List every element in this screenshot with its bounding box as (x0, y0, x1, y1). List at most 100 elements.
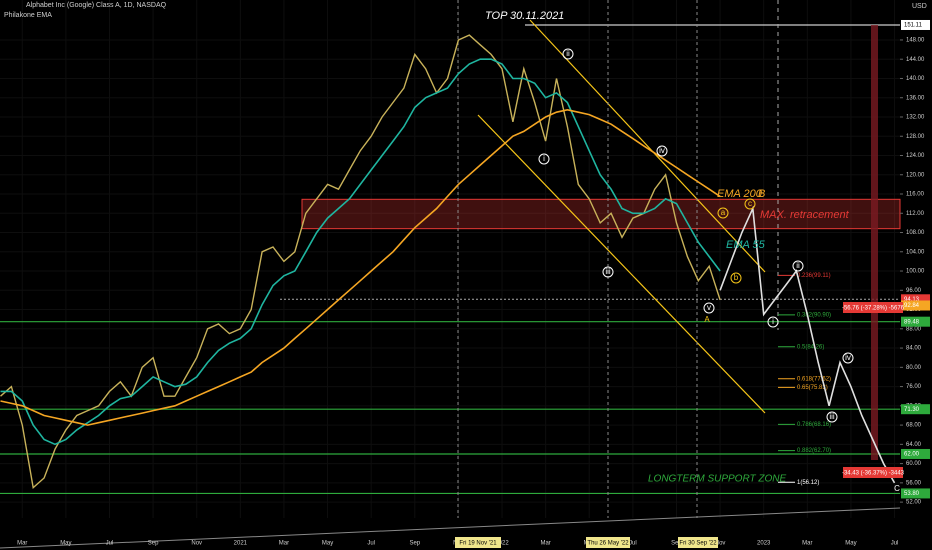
wave-label: ii (566, 49, 570, 58)
price-label: 71.30 (904, 407, 920, 413)
wave-circle (730, 272, 742, 284)
y-tick-label: 108.00 (906, 230, 925, 236)
x-tick-label: Sep (148, 541, 159, 547)
wave-circle (826, 411, 838, 423)
fib-label: 0.882(62.70) (797, 448, 831, 454)
drop-arrow (871, 25, 878, 460)
wave-label: i (772, 317, 774, 326)
price-label: 92.84 (904, 303, 920, 309)
wave-circle (842, 352, 854, 364)
zone (301, 198, 901, 230)
channel-lower (477, 114, 766, 414)
y-tick-label: 100.00 (906, 269, 925, 275)
x-tick-label: May (845, 541, 856, 547)
date-label: Fri 19 Nov '21 (459, 541, 497, 547)
y-tick-label: 136.00 (906, 95, 925, 101)
x-tick-label: Jul (891, 541, 899, 547)
annotation: MAX. retracement (760, 209, 850, 221)
y-tick-label: 124.00 (906, 153, 925, 159)
x-tick-label: Mar (540, 541, 550, 547)
y-tick-label: 128.00 (906, 134, 925, 140)
price-box (901, 404, 930, 415)
wave-circle (602, 266, 614, 278)
x-tick-label: Sep (409, 541, 420, 547)
annotation: B (758, 188, 765, 200)
wave-circle (744, 198, 756, 210)
fib-label: 0.236(99.11) (797, 273, 831, 279)
price-box (901, 488, 930, 499)
series-line (0, 58, 721, 446)
y-tick-label: 112.00 (906, 211, 925, 217)
wave-circle (767, 316, 779, 328)
wave-label: iv (845, 353, 851, 362)
price-box (901, 300, 930, 311)
fib-label: 0.786(68.16) (797, 422, 831, 428)
fib-label: 1(56.12) (797, 480, 819, 486)
wave-circle (717, 207, 729, 219)
date-label: Fri 30 Sep '22 (679, 541, 717, 547)
wave-circle (562, 48, 574, 60)
fib-label: 0.5(84.26) (797, 344, 824, 350)
wave-label: iv (659, 146, 665, 155)
date-box (586, 537, 630, 548)
series-line (0, 34, 721, 490)
x-tick-label: Jul (629, 541, 637, 547)
price-box (901, 316, 930, 327)
x-tick-label: Jul (106, 541, 114, 547)
y-tick-label: 64.00 (906, 442, 922, 448)
wave-label: c (748, 199, 752, 208)
wave-circle (703, 302, 715, 314)
y-tick-label: 60.00 (906, 461, 922, 467)
x-tick-label: Mar (802, 541, 812, 547)
price-box (901, 448, 930, 459)
x-tick-label: 2023 (757, 541, 771, 547)
wave-label: iii (829, 412, 835, 421)
annotation: EMA 55 (726, 239, 766, 251)
series-line (719, 205, 896, 484)
y-tick-label: 88.00 (906, 326, 922, 332)
wave-labels: i ii iii iv v A a b c i ii iii iv C (538, 48, 900, 493)
x-tick-label: Sep (671, 541, 682, 547)
x-tick-label: Mar (17, 541, 27, 547)
y-tick-label: 84.00 (906, 346, 922, 352)
fib-label: 0.618(77.62) (797, 376, 831, 382)
fib-label: 0.382(90.90) (797, 312, 831, 318)
price-label: 53.80 (904, 491, 920, 497)
measure-box (843, 467, 903, 478)
y-tick-label: 148.00 (906, 38, 925, 44)
y-tick-label: 68.00 (906, 423, 922, 429)
channel-upper (529, 19, 766, 273)
y-tick-label: 96.00 (906, 288, 922, 294)
y-tick-label: 56.00 (906, 480, 922, 486)
plot-area (0, 0, 900, 518)
wave-label: v (707, 303, 711, 312)
y-tick-label: 104.00 (906, 249, 925, 255)
annotation: LONGTERM SUPPORT ZONE (648, 474, 786, 485)
wave-label: ii (796, 261, 800, 270)
y-tick-label: 116.00 (906, 192, 925, 198)
wave-label: A (704, 315, 710, 324)
x-tick-label: May (322, 541, 333, 547)
x-tick-label: Jul (367, 541, 375, 547)
x-tick-label: Nov (715, 541, 726, 547)
date-box (455, 537, 501, 548)
x-tick-label: May (60, 541, 71, 547)
header-title: Alphabet Inc (Google) Class A, 1D, NASDA… (26, 2, 167, 9)
date-box (678, 537, 718, 548)
y-tick-label: 132.00 (906, 115, 925, 121)
wave-label: a (721, 208, 726, 217)
measure-box (843, 302, 903, 313)
y-tick-label: 144.00 (906, 57, 925, 63)
x-tick-label: 2021 (234, 541, 248, 547)
y-tick-label: 76.00 (906, 384, 922, 390)
annotation: EMA 200 (717, 188, 763, 200)
wave-circle (538, 153, 550, 165)
indicator-name: Philakone EMA (4, 12, 52, 19)
fib-label: 0.65(75.83) (797, 385, 828, 391)
y-tick-label: 140.00 (906, 76, 925, 82)
wave-circle (792, 260, 804, 272)
measure-label: -56.76 (-37.28%) -5676 (842, 306, 905, 312)
price-box (901, 294, 930, 305)
y-tick-label: 80.00 (906, 365, 922, 371)
